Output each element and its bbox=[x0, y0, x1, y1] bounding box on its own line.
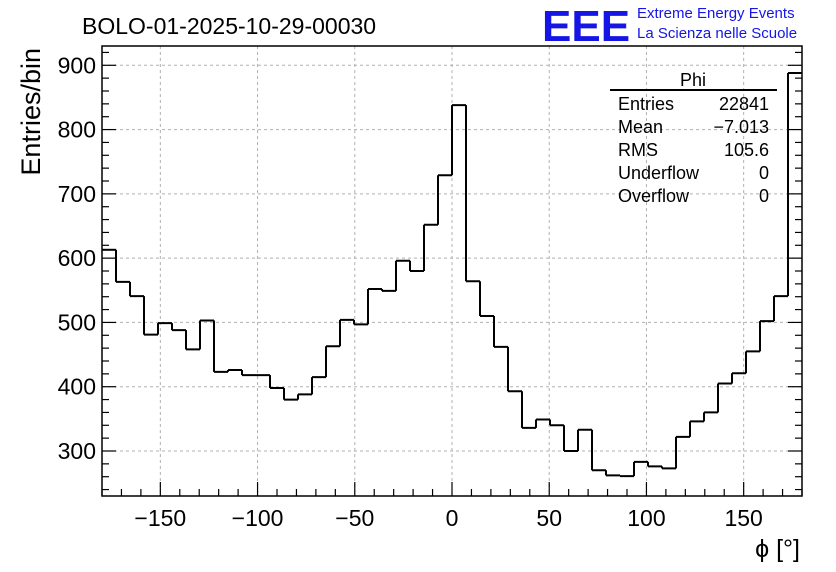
stats-mean-value: −7.013 bbox=[713, 117, 769, 137]
histogram-bin bbox=[549, 419, 564, 427]
histogram-bin bbox=[423, 223, 438, 271]
y-tick-label: 800 bbox=[58, 117, 96, 143]
histogram-bin bbox=[367, 288, 382, 325]
stats-entries-value: 22841 bbox=[719, 94, 769, 114]
x-tick-label: 0 bbox=[446, 505, 459, 531]
histogram-bin bbox=[297, 393, 312, 400]
histogram-bin bbox=[269, 375, 284, 389]
histogram-bins bbox=[102, 72, 802, 478]
stats-rms-label: RMS bbox=[618, 140, 658, 160]
histogram-bin bbox=[563, 425, 578, 452]
axis-ticks bbox=[101, 51, 803, 496]
histogram-bin bbox=[703, 411, 718, 422]
y-tick-label: 700 bbox=[58, 181, 96, 207]
eee-logo-group: EEE Extreme Energy Events La Scienza nel… bbox=[542, 2, 797, 51]
histogram-bin bbox=[605, 470, 620, 477]
histogram-bin bbox=[185, 330, 200, 351]
y-tick-label: 400 bbox=[58, 374, 96, 400]
stats-overflow-label: Overflow bbox=[618, 186, 690, 206]
x-axis-label: ϕ [°] bbox=[755, 535, 800, 563]
histogram-bin bbox=[381, 289, 396, 292]
histogram-bin bbox=[157, 322, 172, 335]
histogram-bin bbox=[129, 281, 144, 298]
x-tick-label: 150 bbox=[724, 505, 762, 531]
histogram-bin bbox=[647, 461, 662, 468]
histogram-bin bbox=[339, 318, 354, 347]
stats-underflow-value: 0 bbox=[759, 163, 769, 183]
histogram-bin bbox=[283, 388, 298, 401]
x-tick-label: −100 bbox=[232, 505, 284, 531]
histogram-bin bbox=[633, 460, 648, 477]
histogram-bin bbox=[521, 391, 536, 429]
y-tick-label: 900 bbox=[58, 52, 96, 78]
histogram-bin bbox=[353, 319, 368, 326]
stats-overflow-value: 0 bbox=[759, 186, 769, 206]
stats-title: Phi bbox=[680, 70, 706, 90]
histogram-bin bbox=[115, 249, 130, 283]
histogram-bin bbox=[661, 466, 676, 470]
histogram-bin bbox=[773, 295, 788, 322]
histogram-bin bbox=[171, 323, 186, 332]
x-tick-label: 100 bbox=[627, 505, 665, 531]
x-tick-labels: −150 −100 −50 0 50 100 150 bbox=[134, 505, 762, 531]
histogram-bin bbox=[731, 372, 746, 384]
histogram-bin bbox=[465, 105, 480, 283]
histogram-bin bbox=[759, 320, 774, 352]
histogram-bin bbox=[241, 370, 256, 377]
histogram-bin bbox=[451, 104, 466, 176]
histogram-bin bbox=[479, 281, 494, 317]
histogram-bin bbox=[227, 369, 242, 372]
histogram-bin bbox=[213, 320, 228, 373]
histogram-bin bbox=[325, 345, 340, 378]
chart-title: BOLO-01-2025-10-29-00030 bbox=[82, 13, 376, 39]
histogram-bin bbox=[311, 376, 326, 395]
histogram-bin bbox=[493, 316, 508, 348]
histogram-bin bbox=[591, 429, 606, 472]
histogram-bin bbox=[619, 475, 634, 478]
histogram-bin bbox=[745, 350, 760, 374]
y-tick-labels: 300 400 500 600 700 800 900 bbox=[58, 52, 96, 464]
org-name-line1: Extreme Energy Events bbox=[637, 5, 795, 22]
eee-logo: EEE bbox=[542, 2, 630, 51]
x-tick-label: −50 bbox=[335, 505, 374, 531]
histogram-bin bbox=[717, 382, 732, 413]
y-tick-label: 500 bbox=[58, 309, 96, 335]
histogram-bin bbox=[199, 319, 214, 350]
stats-rms-value: 105.6 bbox=[724, 140, 769, 160]
histogram-bin bbox=[409, 260, 424, 272]
y-tick-label: 300 bbox=[58, 438, 96, 464]
histogram-bin bbox=[675, 435, 690, 469]
x-tick-label: 50 bbox=[536, 505, 562, 531]
histogram-bin bbox=[437, 174, 452, 225]
histogram-bin bbox=[395, 259, 410, 291]
org-name-line2: La Scienza nelle Scuole bbox=[637, 25, 797, 42]
x-tick-label: −150 bbox=[134, 505, 186, 531]
y-axis-label: Entries/bin bbox=[16, 48, 46, 176]
stats-entries-label: Entries bbox=[618, 94, 674, 114]
histogram-bin bbox=[689, 420, 704, 437]
histogram-bin bbox=[507, 346, 522, 393]
histogram-bin bbox=[143, 296, 158, 336]
y-tick-label: 600 bbox=[58, 245, 96, 271]
stats-box: Phi Entries 22841 Mean −7.013 RMS 105.6 … bbox=[610, 70, 777, 206]
histogram-bin bbox=[535, 418, 550, 428]
stats-underflow-label: Underflow bbox=[618, 163, 700, 183]
histogram-bin bbox=[787, 72, 802, 297]
stats-mean-label: Mean bbox=[618, 117, 663, 137]
histogram-bin bbox=[577, 428, 592, 451]
